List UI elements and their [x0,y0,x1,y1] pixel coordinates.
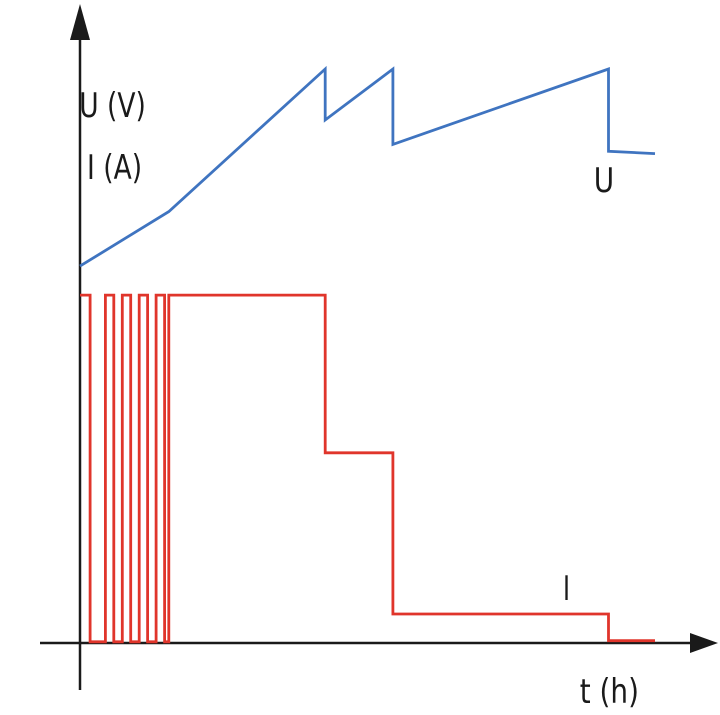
series-line-u [79,65,656,268]
y-axis-label-voltage: U (V) [79,87,146,126]
series-layer [79,65,656,644]
y-axis-label-current: I (A) [87,149,142,188]
series-label-i: I [563,569,570,608]
series-label-u: U [594,161,614,200]
y-axis-arrow [70,4,90,40]
labels: U (V) I (A) t (h) U I [79,87,639,712]
x-axis-label: t (h) [580,672,639,711]
series-line-i [80,293,655,644]
x-axis-arrow [690,633,718,653]
